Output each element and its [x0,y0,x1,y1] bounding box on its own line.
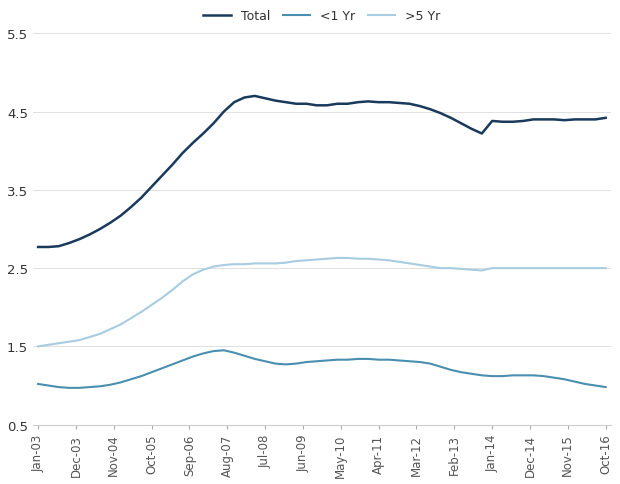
<1 Yr [262,359,269,364]
Total [396,101,403,106]
>5 Yr [34,344,42,349]
>5 Yr [241,262,248,268]
<1 Yr [34,381,42,387]
>5 Yr [396,259,403,265]
Total [34,244,42,250]
>5 Yr [334,256,341,261]
Legend: Total, <1 Yr, >5 Yr: Total, <1 Yr, >5 Yr [198,5,446,28]
<1 Yr [375,357,383,363]
<1 Yr [45,383,52,389]
>5 Yr [365,257,372,262]
Total [416,104,423,110]
<1 Yr [602,384,609,390]
Total [478,131,485,137]
Line: Total: Total [38,97,606,247]
<1 Yr [220,348,228,353]
Total [602,116,609,121]
Line: >5 Yr: >5 Yr [38,258,606,347]
>5 Yr [416,262,423,268]
>5 Yr [478,268,485,274]
Total [251,94,259,100]
Total [241,95,248,101]
>5 Yr [45,342,52,348]
<1 Yr [65,385,73,391]
<1 Yr [406,359,414,364]
Total [365,99,372,105]
Line: <1 Yr: <1 Yr [38,350,606,388]
<1 Yr [427,361,434,367]
>5 Yr [602,266,609,272]
Total [45,244,52,250]
<1 Yr [489,374,496,379]
